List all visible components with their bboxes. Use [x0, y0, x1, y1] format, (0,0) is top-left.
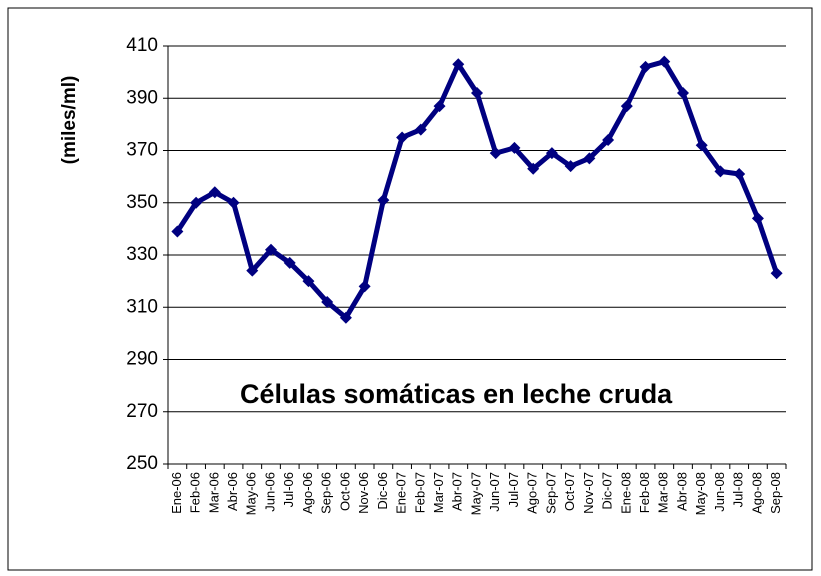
data-point: [396, 131, 409, 144]
x-tick-label: Jul-08: [731, 472, 746, 507]
y-tick-label: 250: [126, 453, 158, 474]
data-point: [677, 87, 689, 100]
x-tick-label: Jun-06: [262, 472, 277, 512]
data-point: [733, 168, 746, 181]
data-point: [639, 60, 652, 73]
data-point: [452, 58, 465, 71]
data-point: [433, 100, 446, 113]
chart-frame: [7, 7, 813, 571]
x-tick-label: May-07: [468, 472, 483, 515]
data-point: [658, 55, 671, 68]
x-tick-label: Sep-06: [319, 472, 334, 514]
x-tick-label: May-06: [244, 472, 259, 515]
x-tick-label: Mar-06: [206, 472, 221, 513]
x-tick-label: Ene-07: [394, 472, 409, 514]
data-point: [583, 152, 596, 165]
x-tick-label: Jun-07: [487, 472, 502, 512]
x-tick-label: Ene-08: [618, 472, 633, 514]
data-point: [377, 194, 390, 207]
data-point: [527, 162, 540, 175]
x-tick-label: Dic-07: [600, 472, 615, 510]
x-tick-label: Sep-08: [768, 472, 783, 514]
data-point: [283, 256, 296, 269]
data-point: [171, 225, 184, 238]
x-tick-label: Feb-08: [637, 472, 652, 513]
x-tick-label: Ago-07: [525, 472, 540, 514]
y-tick-label: 270: [126, 401, 158, 422]
data-point: [190, 196, 203, 209]
y-tick-label: 370: [126, 140, 158, 161]
data-point: [602, 134, 615, 147]
data-point: [508, 141, 521, 154]
x-tick-label: Ene-06: [169, 472, 184, 514]
y-tick-label: 410: [126, 35, 158, 56]
x-tick-label: Feb-06: [188, 472, 203, 513]
data-point: [302, 275, 315, 288]
data-point: [246, 264, 259, 277]
y-tick-label: 330: [126, 244, 158, 265]
x-tick-label: Mar-08: [656, 472, 671, 513]
data-point: [339, 311, 352, 324]
data-point: [265, 243, 277, 256]
data-point: [227, 196, 240, 209]
chart-title: Células somáticas en leche cruda: [240, 379, 673, 409]
data-point: [620, 100, 633, 113]
x-tick-label: Oct-06: [337, 472, 352, 511]
x-tick-label: Jun-08: [712, 472, 727, 512]
x-tick-label: Ago-08: [749, 472, 764, 514]
data-point: [564, 160, 577, 173]
x-tick-label: Abr-06: [225, 472, 240, 511]
x-tick-label: Nov-07: [581, 472, 596, 514]
y-tick-label: 350: [126, 192, 158, 213]
data-point: [208, 186, 221, 199]
x-tick-label: Ago-06: [300, 472, 315, 514]
x-tick-label: Dic-06: [375, 472, 390, 510]
y-tick-label: 290: [126, 349, 158, 370]
x-tick-label: Jul-06: [281, 472, 296, 507]
x-tick-label: Abr-07: [450, 472, 465, 511]
data-point: [321, 296, 334, 309]
y-tick-label: 310: [126, 296, 158, 317]
x-tick-label: Jul-07: [506, 472, 521, 507]
x-tick-label: Abr-08: [674, 472, 689, 511]
data-point: [358, 280, 371, 293]
data-point: [770, 267, 783, 280]
x-tick-label: May-08: [693, 472, 708, 515]
x-tick-label: Nov-06: [356, 472, 371, 514]
data-point: [751, 212, 764, 225]
data-point: [414, 123, 427, 136]
x-tick-label: Mar-07: [431, 472, 446, 513]
x-tick-label: Oct-07: [562, 472, 577, 511]
data-point: [471, 87, 483, 100]
x-tick-label: Feb-07: [412, 472, 427, 513]
x-tick-label: Sep-07: [543, 472, 558, 514]
data-point: [695, 139, 708, 152]
data-point: [489, 147, 502, 160]
data-point: [714, 165, 727, 178]
y-tick-label: 390: [126, 87, 158, 108]
y-axis-label: (miles/ml): [59, 76, 80, 165]
data-point: [545, 147, 558, 160]
